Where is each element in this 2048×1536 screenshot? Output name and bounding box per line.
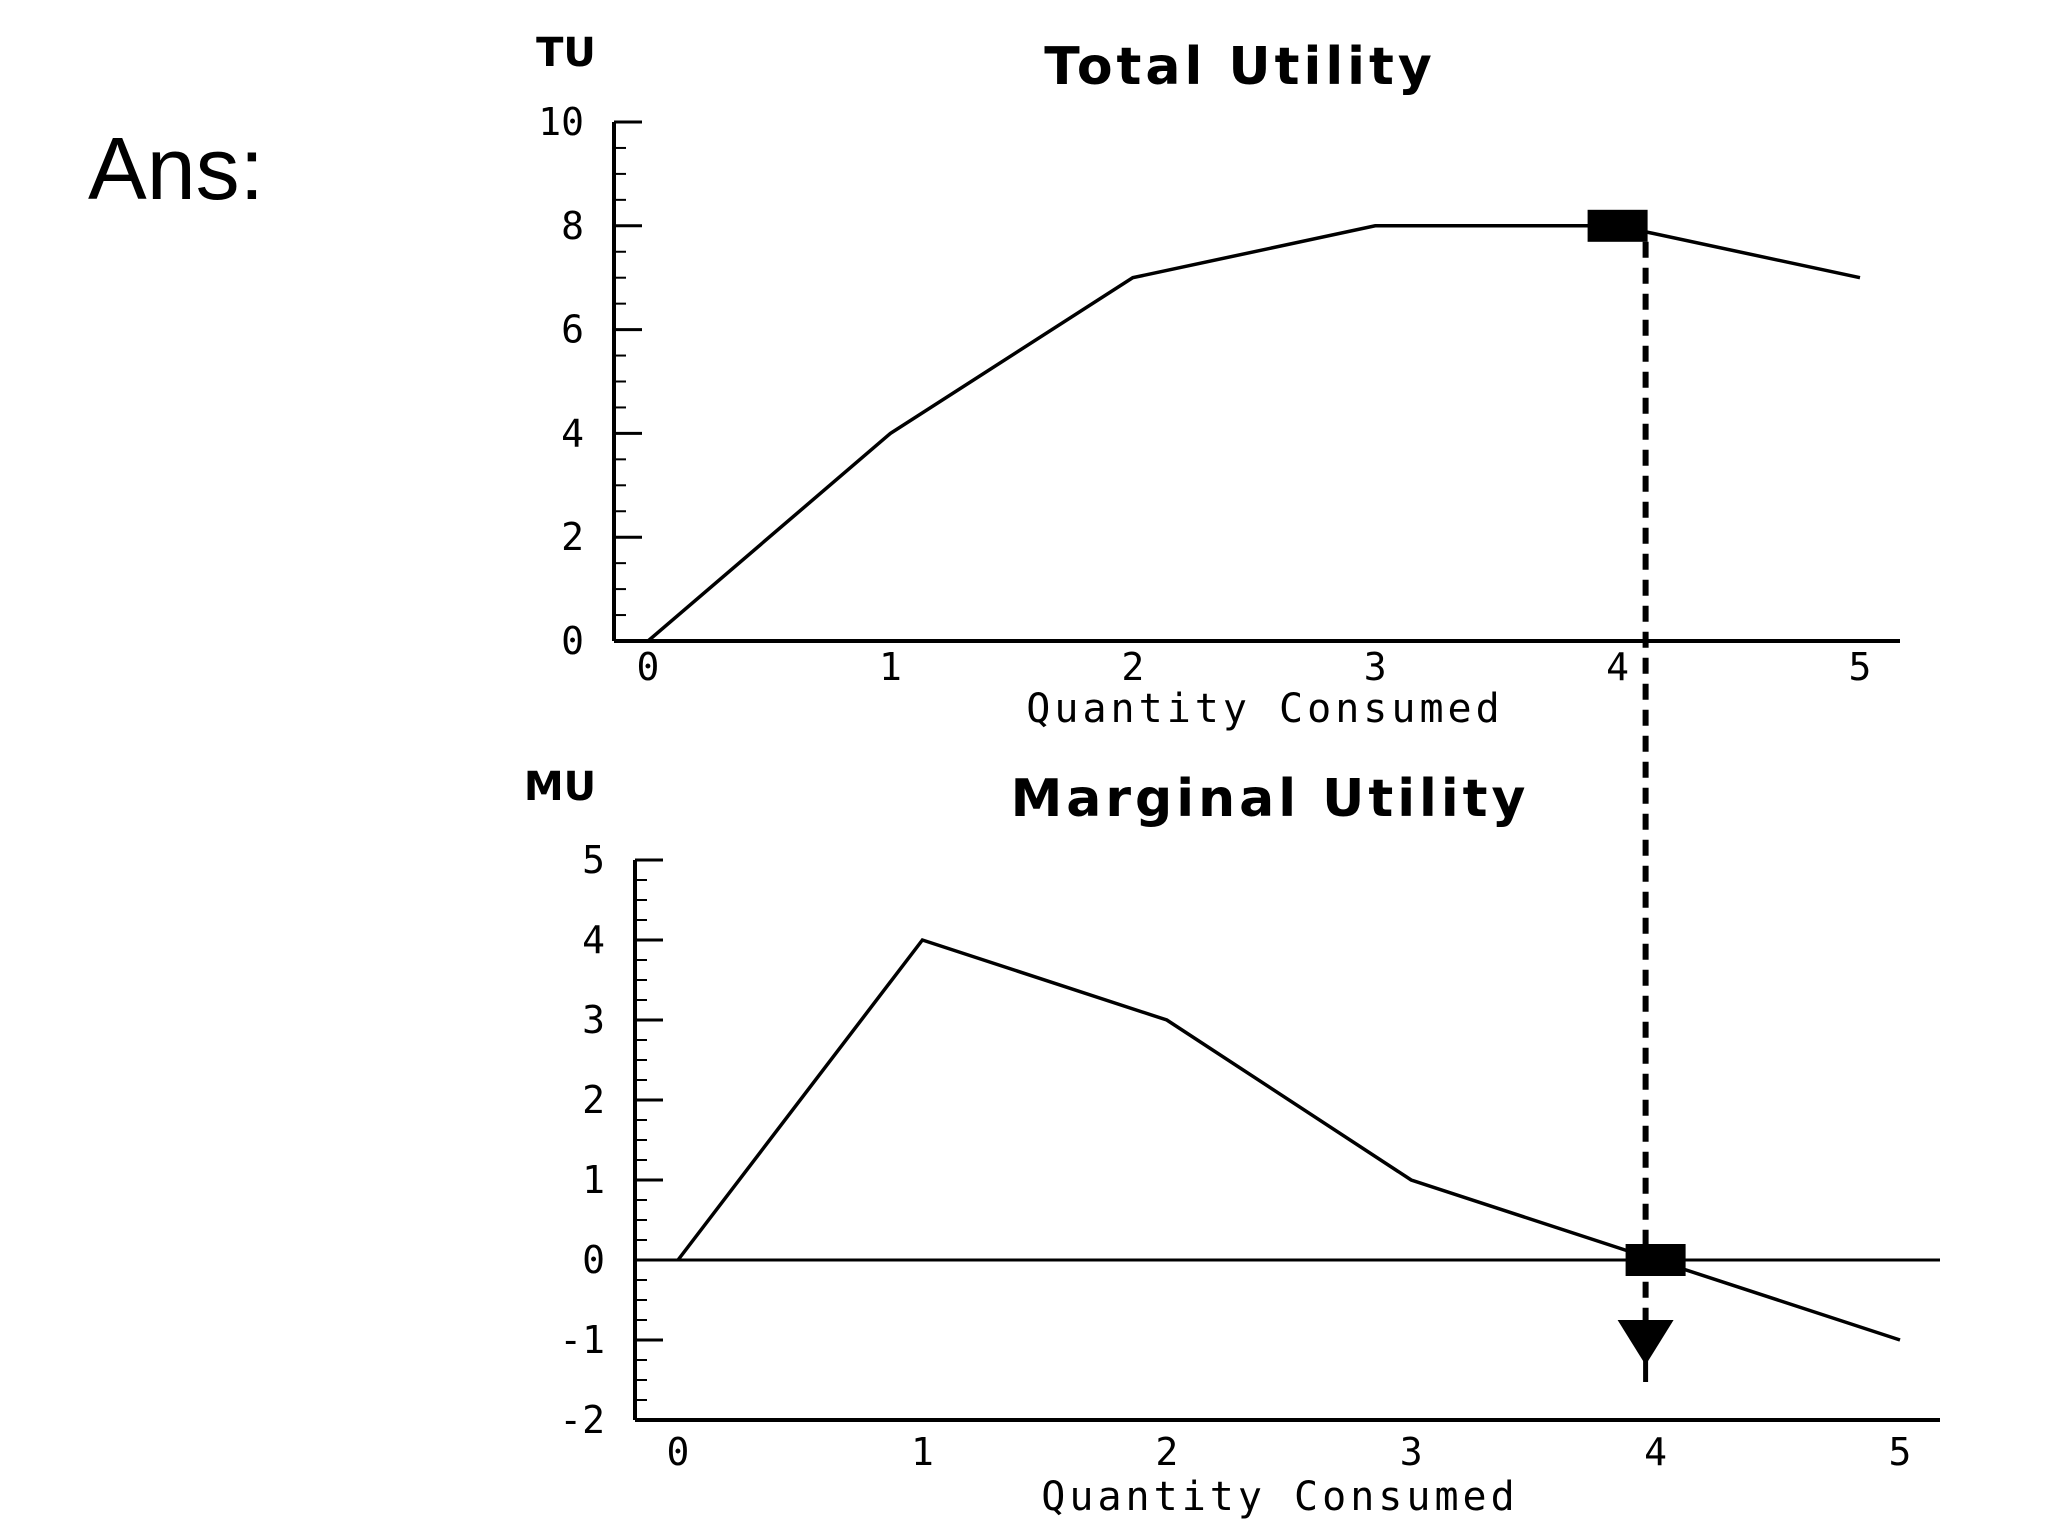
tu-y-tick-label: 8 bbox=[561, 204, 584, 248]
tu-y-tick-label: 2 bbox=[561, 515, 584, 559]
mu-chart-title: Marginal Utility bbox=[1011, 769, 1530, 829]
mu-y-tick-label: 2 bbox=[582, 1078, 605, 1122]
tu-x-tick-label: 4 bbox=[1606, 645, 1629, 689]
tu-series-line bbox=[646, 224, 1861, 643]
mu-y-axis-label: MU bbox=[524, 764, 596, 810]
mu-y-tick-label: 0 bbox=[582, 1238, 605, 1282]
mu-x-tick-label: 5 bbox=[1889, 1430, 1912, 1474]
mu-y-tick-label: 3 bbox=[582, 998, 605, 1042]
mu-x-tick-label: 4 bbox=[1644, 1430, 1667, 1474]
tu-x-tick-label: 0 bbox=[637, 645, 660, 689]
connector-arrow-head bbox=[1617, 1320, 1674, 1365]
mu-tick-labels: -2 -1 0 1 2 3 4 5 0 1 2 3 4 5 bbox=[559, 838, 1911, 1474]
mu-y-tick-label: 4 bbox=[582, 918, 605, 962]
tu-highlight-marker bbox=[1587, 209, 1648, 242]
mu-y-tick-label: -2 bbox=[559, 1398, 605, 1442]
answer-label: Ans: bbox=[88, 119, 265, 218]
mu-x-tick-label: 3 bbox=[1400, 1430, 1423, 1474]
tu-x-tick-label: 5 bbox=[1849, 645, 1872, 689]
mu-y-tick-label: 5 bbox=[582, 838, 605, 882]
mu-axes bbox=[633, 858, 1940, 1422]
tu-x-axis-label: Quantity Consumed bbox=[1026, 686, 1503, 732]
mu-x-tick-label: 2 bbox=[1155, 1430, 1178, 1474]
tu-x-tick-label: 3 bbox=[1364, 645, 1387, 689]
tu-axes bbox=[612, 120, 1900, 643]
mu-y-tick-label: 1 bbox=[582, 1158, 605, 1202]
mu-series bbox=[676, 937, 1901, 1342]
tu-y-tick-label: 4 bbox=[561, 411, 584, 455]
tu-x-tick-label: 1 bbox=[879, 645, 902, 689]
tu-y-tick-label: 6 bbox=[561, 308, 584, 352]
tu-y-axis-label: TU bbox=[536, 30, 596, 76]
mu-highlight-marker bbox=[1625, 1244, 1686, 1276]
tu-chart-title: Total Utility bbox=[1044, 37, 1435, 97]
dashed-connector bbox=[1617, 241, 1674, 1382]
mu-x-axis-label: Quantity Consumed bbox=[1041, 1474, 1518, 1520]
tu-x-tick-label: 2 bbox=[1121, 645, 1144, 689]
mu-x-tick-label: 1 bbox=[911, 1430, 934, 1474]
mu-x-tick-label: 0 bbox=[667, 1430, 690, 1474]
tu-y-tick-label: 10 bbox=[538, 100, 584, 144]
mu-y-tick-label: -1 bbox=[559, 1318, 605, 1362]
mu-series-line bbox=[676, 937, 1901, 1342]
tu-series bbox=[646, 209, 1861, 643]
tu-tick-labels: 0 2 4 6 8 10 0 1 2 3 4 5 bbox=[538, 100, 1871, 689]
tu-y-tick-label: 0 bbox=[561, 619, 584, 663]
